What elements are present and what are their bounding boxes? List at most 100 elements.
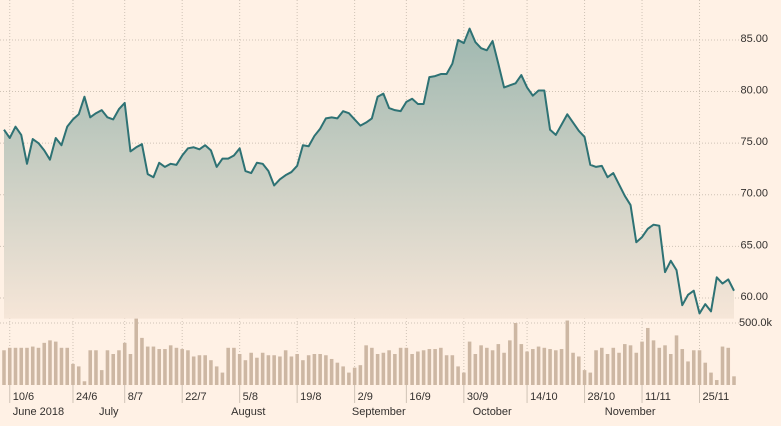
volume-bar (232, 347, 236, 385)
volume-bar (531, 349, 535, 385)
x-month-label: September (352, 406, 406, 418)
volume-bar (387, 350, 391, 385)
volume-bar (485, 347, 489, 385)
x-tick-label: 14/10 (530, 391, 558, 403)
volume-bar (508, 340, 512, 385)
volume-bar (393, 354, 397, 385)
volume-bar (634, 352, 639, 385)
x-tick-label: 2/9 (358, 391, 373, 403)
volume-bar (278, 356, 282, 385)
volume-bar (283, 350, 288, 385)
volume-bar (255, 357, 259, 385)
volume-bar (191, 356, 196, 385)
volume-bar (53, 341, 58, 385)
volume-bar (605, 354, 610, 385)
volume-bar (42, 342, 47, 385)
x-month-label: October (473, 406, 512, 418)
volume-bar (456, 366, 460, 385)
volume-bar (714, 380, 719, 385)
volume-bar (65, 347, 70, 385)
volume-bar (663, 345, 667, 385)
volume-bar (421, 350, 426, 385)
volume-bar (180, 349, 184, 385)
volume-bar (668, 354, 673, 385)
volume-bar (111, 354, 115, 385)
volume-bar (318, 354, 322, 385)
volume-bar (237, 354, 242, 385)
volume-bar (404, 347, 409, 385)
volume-bar (352, 367, 357, 385)
volume-bar (214, 366, 219, 385)
volume-bar (444, 355, 449, 385)
volume-bar (174, 347, 179, 385)
volume-bar (7, 347, 12, 385)
y-tick-label: 75.00 (740, 136, 768, 148)
volume-bar (433, 349, 437, 385)
volume-bar (197, 355, 202, 385)
volume-bar (260, 352, 265, 385)
volume-bar (548, 349, 552, 385)
volume-bar (582, 370, 587, 385)
volume-bar (697, 350, 702, 385)
volume-bar (134, 315, 138, 385)
volume-bar (462, 372, 466, 385)
volume-bar (163, 349, 167, 385)
volume-bar (324, 355, 328, 385)
volume-bar (617, 352, 621, 385)
volume-bar (571, 352, 575, 385)
volume-bar (151, 346, 156, 385)
volume-bar (25, 347, 29, 385)
y-tick-label: 65.00 (740, 239, 768, 251)
volume-bar (542, 347, 547, 385)
volume-bar (490, 350, 495, 385)
volume-bar (157, 349, 161, 385)
volume-bar (122, 342, 127, 385)
x-tick-label: 10/6 (13, 391, 34, 403)
volume-bar (220, 372, 225, 385)
volume-bar (145, 346, 150, 385)
volume-bar (76, 366, 81, 385)
x-tick-label: 19/8 (300, 391, 321, 403)
volume-bar (450, 355, 455, 385)
y2-tick-label: 500.0k (739, 317, 773, 329)
volume-bar (439, 347, 443, 385)
volume-bar (640, 341, 644, 385)
volume-bar (2, 350, 6, 385)
volume-bar (709, 372, 713, 385)
x-tick-label: 25/11 (703, 391, 730, 403)
volume-bar (473, 354, 478, 385)
volume-bar (502, 352, 506, 385)
volume-bar (623, 344, 627, 385)
volume-bar (565, 320, 570, 385)
volume-bar (306, 355, 311, 385)
volume-bar (117, 350, 121, 385)
volume-bar (628, 345, 633, 385)
y-tick-label: 60.00 (740, 291, 768, 303)
volume-bar (554, 350, 558, 385)
volume-bar (467, 341, 472, 385)
volume-bar (82, 381, 87, 385)
volume-bar (266, 355, 271, 385)
volume-bar (674, 335, 679, 385)
x-tick-label: 5/8 (243, 391, 258, 403)
volume-bar (99, 370, 104, 385)
volume-bar (94, 350, 98, 385)
volume-bar (341, 366, 345, 385)
x-tick-label: 16/9 (409, 391, 430, 403)
volume-bar (410, 354, 414, 385)
volume-bar (312, 354, 317, 385)
volume-bar (30, 346, 35, 385)
volume-bar (525, 351, 529, 385)
volume-bar (513, 323, 518, 385)
volume-bar (375, 354, 380, 385)
y-tick-label: 70.00 (740, 188, 768, 200)
volume-bar (732, 376, 736, 385)
volume-bar (13, 347, 18, 385)
volume-bar (645, 327, 650, 385)
x-month-label: November (605, 406, 656, 418)
y-tick-label: 80.00 (740, 84, 768, 96)
x-tick-label: 8/7 (128, 391, 143, 403)
volume-bar (657, 347, 662, 385)
